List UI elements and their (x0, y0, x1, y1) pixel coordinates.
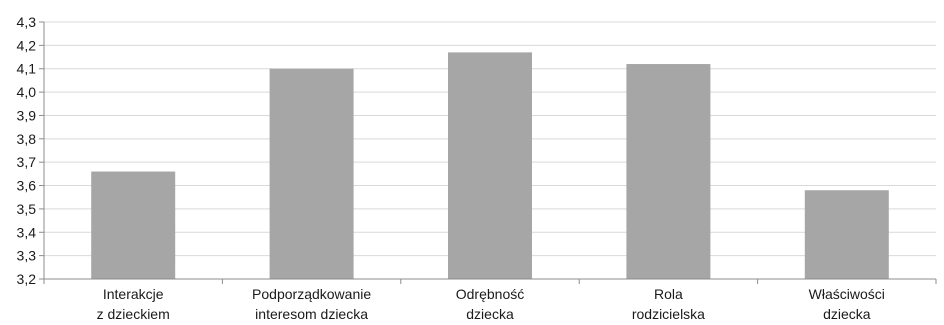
y-tick-label: 3,8 (17, 131, 37, 147)
y-tick-label: 4,0 (17, 84, 37, 100)
x-tick-label: Podporządkowanie (252, 286, 371, 302)
y-axis-ticks: 3,2 3,3 3,4 3,5 3,6 3,7 3,8 3,9 4,0 4,1 4,2 4,3 (17, 14, 44, 287)
y-tick-label: 3,4 (17, 224, 37, 240)
y-tick-label: 4,1 (17, 61, 37, 77)
bars (91, 52, 889, 280)
x-tick-label: Interakcje (103, 286, 164, 302)
y-tick-label: 3,5 (17, 201, 37, 217)
x-tick-label: interesom dziecka (255, 306, 368, 322)
x-tick-label: Właściwości (809, 286, 885, 302)
y-tick-label: 3,9 (17, 107, 37, 123)
axes (43, 22, 937, 284)
y-tick-label: 3,2 (17, 271, 37, 287)
bar (448, 52, 532, 279)
y-tick-label: 3,3 (17, 248, 37, 264)
bar (269, 68, 354, 280)
x-tick-label: z dzieckiem (97, 306, 170, 322)
y-tick-label: 3,7 (17, 154, 37, 170)
bar (804, 190, 889, 279)
x-tick-label: dziecka (466, 306, 514, 322)
x-axis-labels: Interakcje z dzieckiem Podporządkowanie int… (97, 286, 885, 322)
x-tick-label: Rola (654, 286, 683, 302)
x-tick-label: Odrębność (456, 286, 524, 302)
y-tick-label: 3,6 (17, 178, 37, 194)
y-tick-label: 4,2 (17, 37, 37, 53)
y-tick-label: 4,3 (17, 14, 37, 30)
x-tick-label: dziecka (823, 306, 871, 322)
bar (91, 171, 176, 279)
x-tick-label: rodzicielska (632, 306, 705, 322)
bar (626, 64, 711, 280)
